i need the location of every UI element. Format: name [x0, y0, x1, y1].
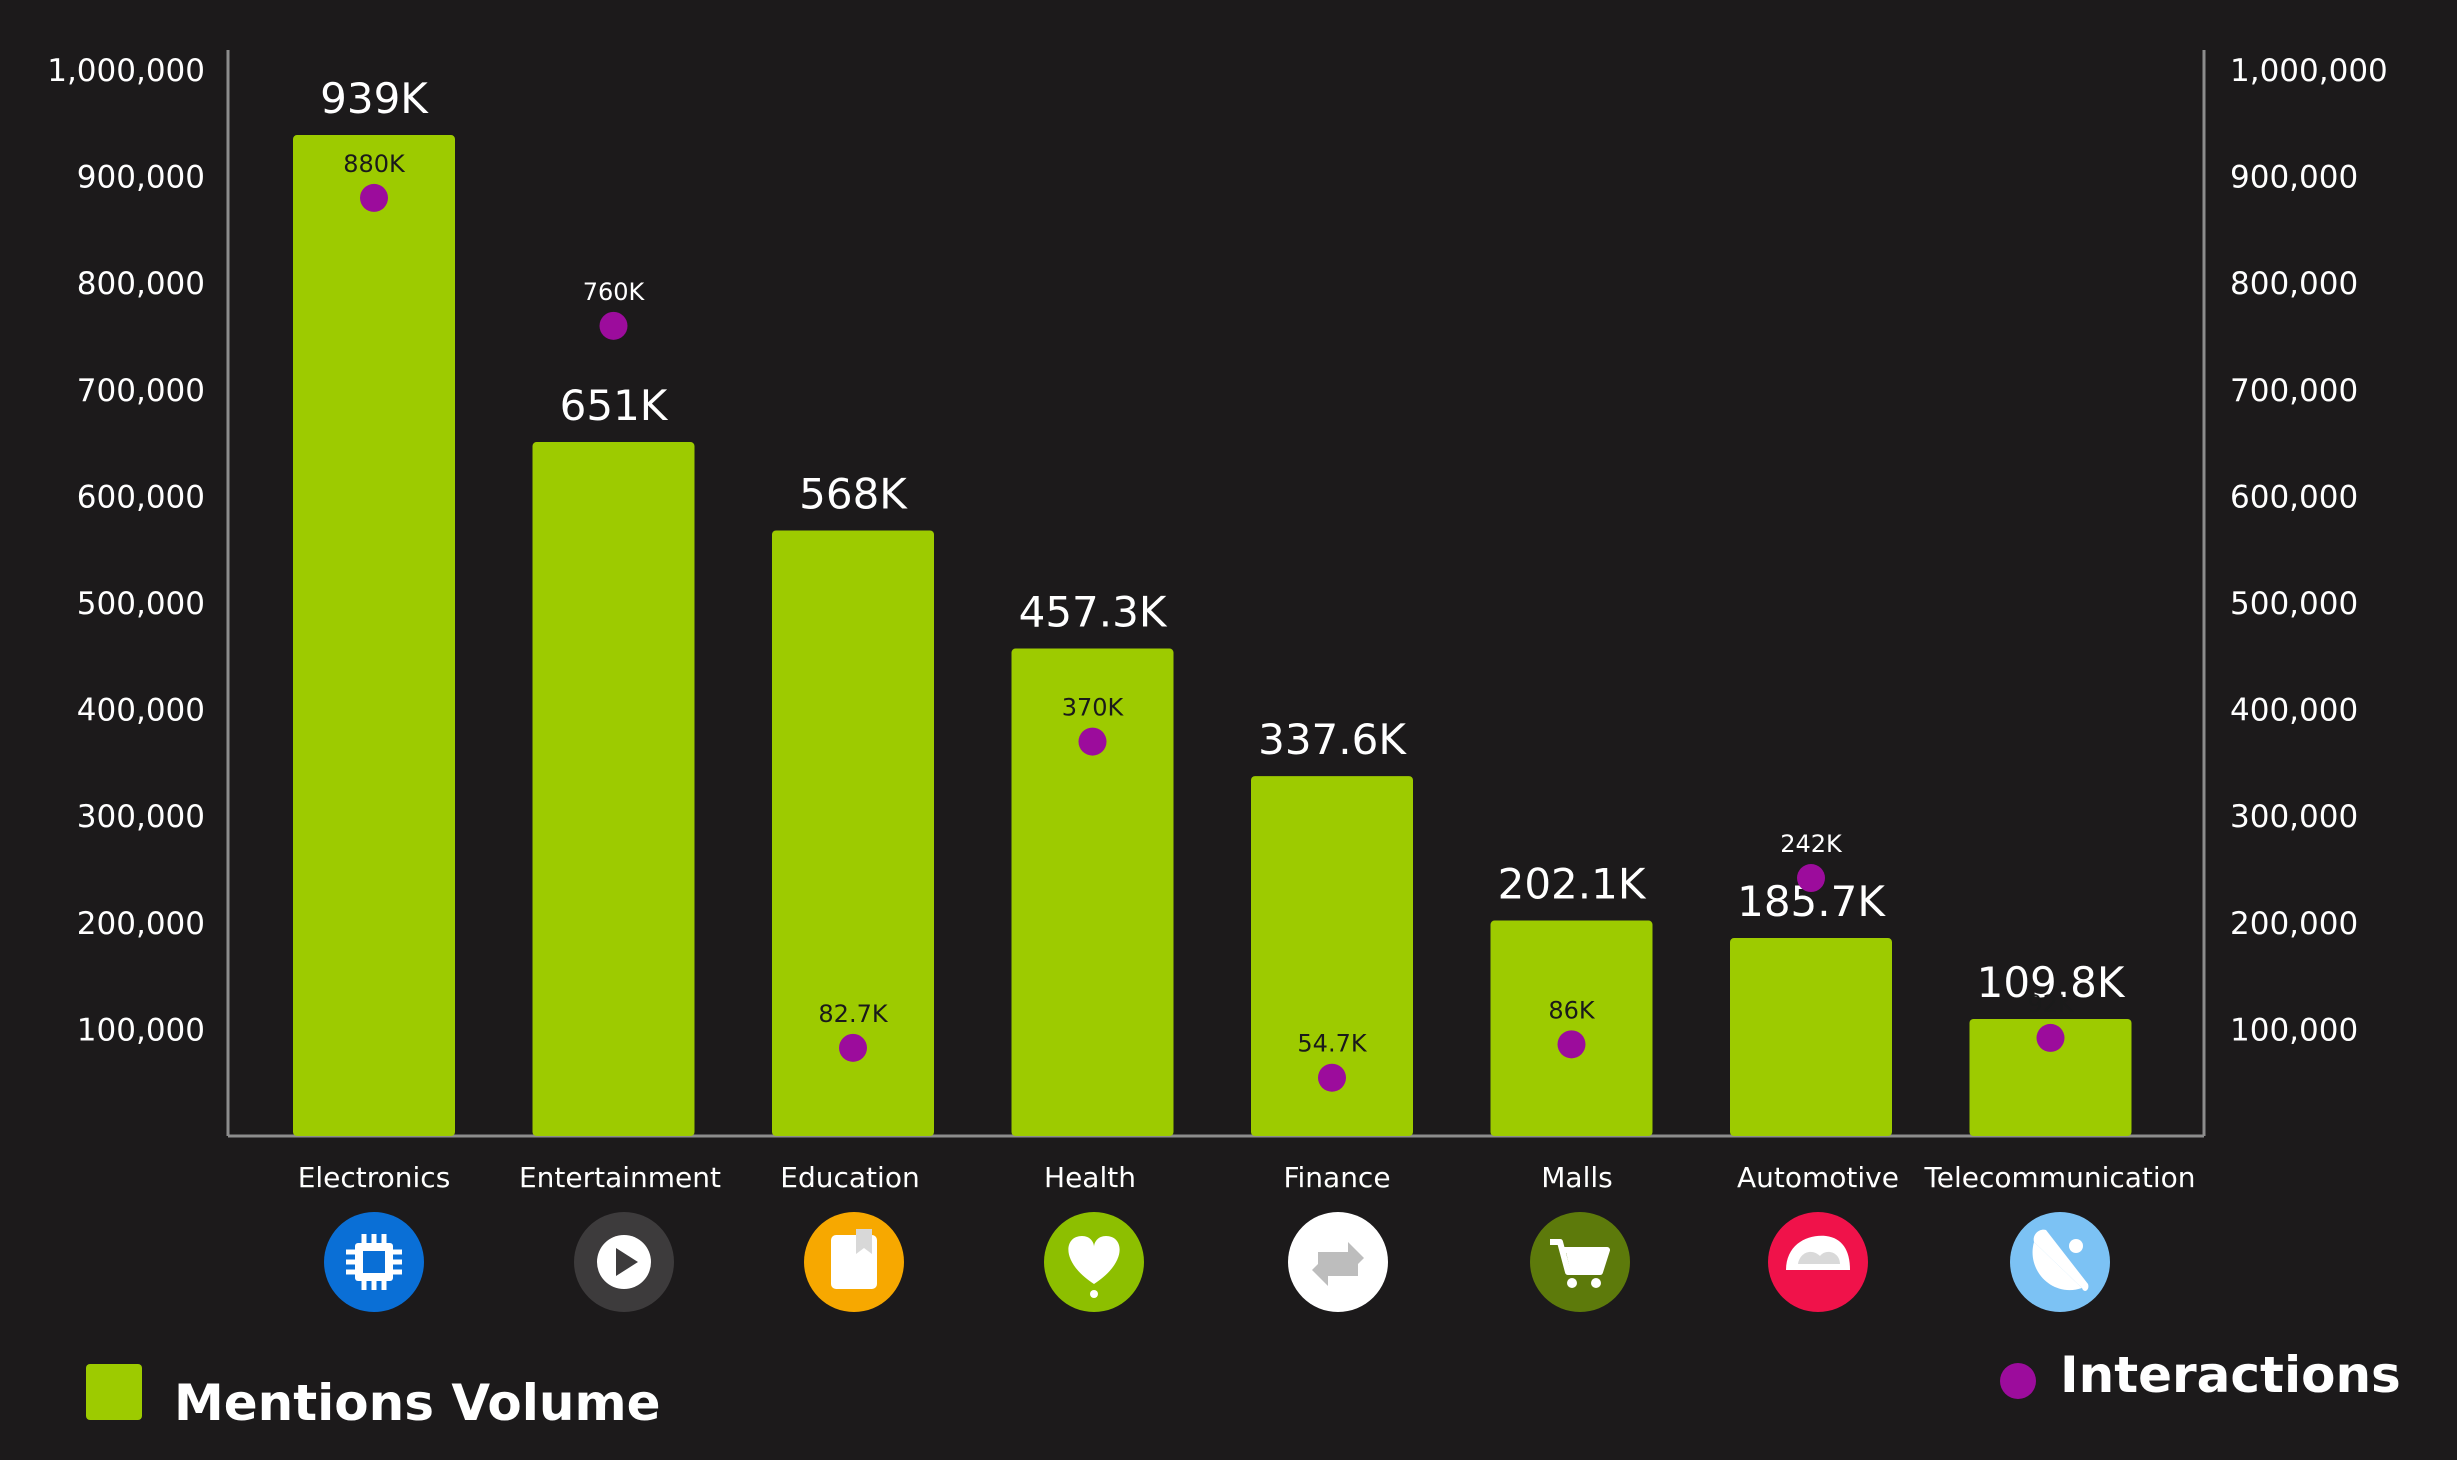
legend-dot-label: Interactions [2060, 1346, 2401, 1404]
bar-value-label: 337.6K [1258, 715, 1407, 764]
interaction-dot [1318, 1063, 1346, 1092]
car-icon [1768, 1212, 1868, 1312]
interaction-value-label: 880K [343, 150, 406, 178]
cart-icon [1530, 1212, 1630, 1312]
legend-interactions: Interactions [2000, 1346, 2401, 1404]
y-tick-label-right: 200,000 [2230, 906, 2358, 942]
heart-icon [1044, 1212, 1144, 1312]
bar [772, 530, 934, 1136]
bar [1969, 1018, 2132, 1136]
category-label: Malls [1541, 1161, 1612, 1194]
category-label: Health [1044, 1161, 1136, 1194]
exchange-icon [1288, 1212, 1388, 1312]
y-tick-label-left: 300,000 [77, 799, 205, 835]
bar-value-label: 457.3K [1019, 588, 1168, 637]
y-ticks-left: 100,000 200,000 300,000 400,000 500,000 600,0… [47, 53, 205, 1048]
y-tick-label-left: 900,000 [77, 160, 205, 196]
category-icons [324, 1212, 2110, 1312]
interaction-value-label: 86K [1548, 996, 1596, 1024]
y-tick-label-left: 200,000 [77, 906, 205, 942]
interaction-value-label: 92K [2027, 990, 2075, 1018]
y-tick-label-right: 100,000 [2230, 1012, 2358, 1048]
category-label: Finance [1283, 1161, 1390, 1194]
interaction-dot [2036, 1023, 2065, 1052]
y-tick-label-left: 500,000 [77, 586, 205, 622]
interaction-dot [599, 311, 628, 340]
y-tick-label-left: 1,000,000 [47, 53, 205, 89]
bar-value-label: 651K [560, 381, 669, 430]
category-label: Telecommunication [1923, 1161, 2195, 1194]
y-tick-label-left: 800,000 [77, 266, 205, 302]
category-label: Entertainment [519, 1161, 721, 1194]
y-tick-label-right: 900,000 [2230, 160, 2358, 196]
y-tick-label-right: 800,000 [2230, 266, 2358, 302]
play-icon [574, 1212, 674, 1312]
interaction-dots: 880K 760K 82.7K 370K 54.7K 86K 242K 92K [343, 150, 2075, 1092]
y-tick-label-right: 600,000 [2230, 479, 2358, 515]
interaction-value-label: 242K [1780, 830, 1843, 858]
axes [226, 50, 2206, 1138]
satellite-icon [2010, 1212, 2110, 1312]
legend-mentions-volume: Mentions Volume [86, 1352, 660, 1432]
bar [532, 442, 695, 1136]
legend-dot-swatch [2000, 1363, 2036, 1399]
category-label: Education [780, 1161, 919, 1194]
y-tick-label-right: 300,000 [2230, 799, 2358, 835]
y-tick-label-left: 400,000 [77, 693, 205, 729]
legend-bar-label: Mentions Volume [174, 1374, 661, 1432]
bar [1490, 920, 1653, 1136]
interaction-dot [1078, 727, 1107, 756]
y-tick-label-right: 1,000,000 [2230, 53, 2388, 89]
category-labels: Electronics Entertainment Education Health F… [298, 1161, 2196, 1194]
category-label: Electronics [298, 1161, 451, 1194]
interaction-value-label: 760K [583, 278, 646, 306]
y-ticks-right: 100,000 200,000 300,000 400,000 500,000 600,0… [2230, 53, 2388, 1048]
bar-value-label: 109.8K [1977, 958, 2126, 1007]
bar [1251, 776, 1413, 1136]
interaction-dot [360, 183, 388, 212]
interaction-value-label: 370K [1062, 694, 1125, 722]
category-label: Automotive [1737, 1161, 1899, 1194]
interaction-dot [1797, 864, 1825, 893]
bar-value-label: 939K [320, 74, 429, 123]
bar [1011, 648, 1174, 1136]
book-icon [804, 1212, 904, 1312]
interaction-value-label: 82.7K [818, 1000, 888, 1028]
bar-value-label: 202.1K [1498, 860, 1647, 909]
bar-value-label: 568K [799, 470, 908, 519]
interaction-dot [1557, 1030, 1586, 1059]
y-tick-label-right: 500,000 [2230, 586, 2358, 622]
chip-icon [324, 1212, 424, 1312]
y-tick-label-right: 400,000 [2230, 693, 2358, 729]
bar [1730, 938, 1892, 1136]
y-tick-label-left: 100,000 [77, 1012, 205, 1048]
y-tick-label-left: 700,000 [77, 373, 205, 409]
legend-bar-swatch [86, 1364, 142, 1420]
y-tick-label-right: 700,000 [2230, 373, 2358, 409]
y-tick-label-left: 600,000 [77, 479, 205, 515]
bar [293, 135, 455, 1136]
interaction-dot [839, 1033, 867, 1062]
interaction-value-label: 54.7K [1297, 1030, 1367, 1058]
